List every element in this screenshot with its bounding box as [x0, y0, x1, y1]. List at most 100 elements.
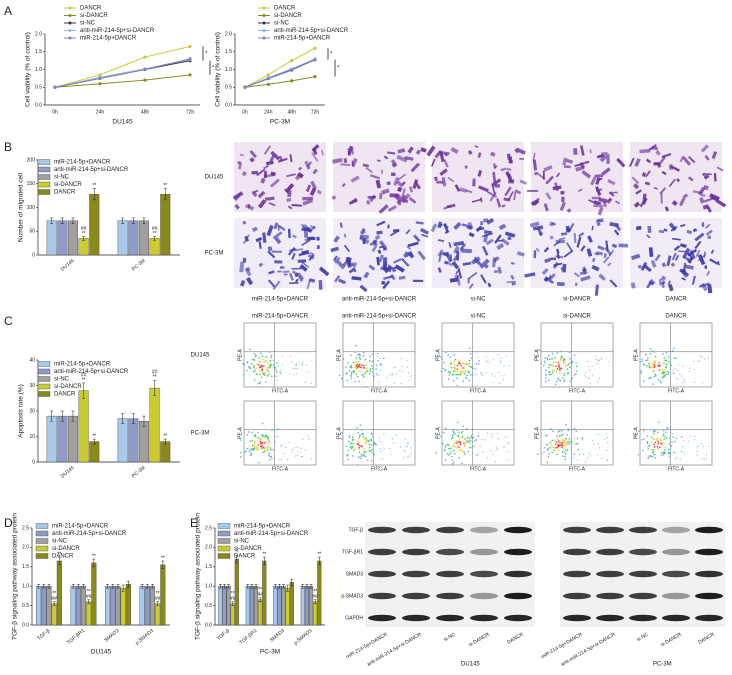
flow-dot	[347, 449, 350, 452]
significance: ##	[152, 370, 158, 376]
bar	[317, 560, 322, 626]
flow-dot	[459, 443, 462, 446]
flow-dot	[356, 464, 359, 466]
bar	[36, 586, 42, 626]
point	[266, 73, 270, 77]
cell	[452, 254, 460, 262]
flow-dot	[575, 365, 578, 368]
flow-dot	[362, 449, 365, 452]
flow-dot	[296, 451, 299, 453]
flow-dot	[653, 449, 656, 451]
flow-dot	[702, 382, 704, 384]
flow-x-label: FITC-A	[272, 388, 289, 394]
legend-swatch	[262, 21, 266, 25]
flow-dot	[543, 451, 545, 453]
flow-dot	[684, 381, 686, 383]
flow-dot	[400, 358, 402, 360]
cell	[508, 159, 514, 164]
bar	[89, 441, 100, 463]
cell	[333, 256, 341, 264]
cell	[304, 236, 314, 242]
cell	[501, 204, 506, 208]
flow-dot	[576, 442, 579, 445]
cell	[506, 167, 512, 172]
error-bar	[145, 584, 149, 589]
cell	[542, 170, 545, 180]
cell	[660, 275, 667, 282]
legend-swatch	[37, 166, 51, 173]
flow-dot	[379, 440, 381, 443]
cell	[560, 232, 568, 236]
cell	[493, 165, 498, 169]
flow-dot	[466, 436, 469, 439]
flow-dot	[453, 449, 456, 452]
cell	[694, 240, 702, 250]
bar	[115, 586, 121, 626]
band	[402, 548, 430, 556]
cell	[519, 157, 525, 160]
flow-dot	[452, 379, 455, 382]
flow-dot	[549, 446, 551, 449]
flow-dot	[496, 448, 498, 450]
flow-dot	[453, 369, 456, 371]
legend-label: si-DANCR	[274, 13, 302, 19]
flow-dot	[360, 364, 363, 367]
flow-dot	[348, 436, 351, 439]
flow-dot	[707, 357, 709, 359]
flow-dot	[357, 354, 359, 356]
flow-dot	[563, 379, 566, 381]
flow-dot	[371, 364, 373, 367]
point	[53, 85, 57, 89]
band	[629, 592, 657, 600]
band	[563, 526, 591, 534]
flow-dot	[451, 437, 453, 440]
cell	[682, 193, 689, 199]
flow-dot	[648, 444, 651, 446]
bar	[258, 599, 263, 626]
error-bar	[150, 584, 154, 589]
flow-dot	[269, 455, 271, 458]
point	[143, 67, 147, 72]
flow-dot	[667, 448, 670, 451]
flow-dot	[243, 363, 246, 366]
flow-dot	[254, 435, 257, 438]
significance: **	[161, 555, 165, 561]
flow-dot	[580, 438, 583, 440]
flow-dot	[453, 441, 456, 444]
cell	[287, 246, 296, 256]
flow-dot	[251, 439, 254, 442]
flow-dot	[371, 367, 374, 370]
cell	[459, 242, 466, 252]
flow-dot	[296, 454, 299, 456]
flow-dot	[365, 386, 367, 388]
flow-dot	[405, 446, 407, 448]
flow-dot	[559, 379, 562, 382]
flow-dot	[269, 447, 272, 449]
cell	[489, 191, 497, 202]
flow-dot	[458, 456, 461, 459]
band	[662, 548, 690, 556]
cell	[559, 201, 566, 212]
flow-dot	[468, 379, 471, 382]
flow-dot	[294, 455, 297, 457]
cell	[508, 179, 515, 184]
flow-dot	[393, 382, 395, 384]
cell	[374, 234, 381, 241]
flow-dot	[459, 441, 462, 444]
y-axis-label: Cell viability (% of control)	[215, 32, 222, 107]
flow-dot	[643, 438, 645, 440]
flow-dot	[662, 371, 665, 374]
flow-dot	[449, 452, 451, 455]
flow-dot	[249, 348, 251, 351]
flow-dot	[265, 440, 267, 442]
flow-dot	[552, 361, 555, 363]
bar	[117, 220, 128, 256]
cell	[266, 224, 274, 237]
series-line	[54, 45, 191, 88]
flow-dot	[302, 362, 304, 364]
cell	[646, 281, 652, 289]
cell	[441, 177, 447, 187]
flow-dot	[656, 445, 659, 448]
flow-dot	[571, 360, 574, 363]
flow-dot	[407, 456, 409, 458]
